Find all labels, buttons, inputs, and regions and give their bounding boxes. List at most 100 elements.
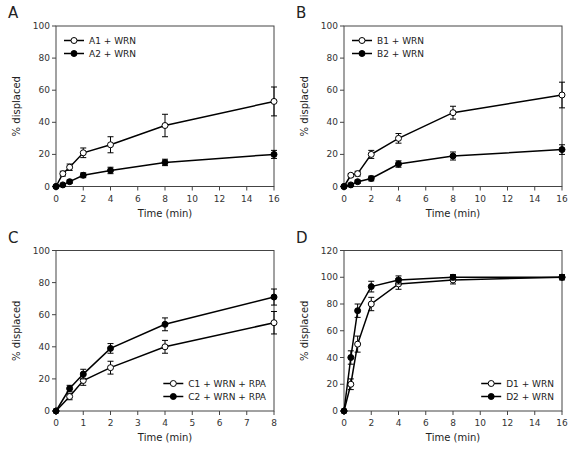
error-bar-cap — [368, 150, 374, 151]
x-tick — [562, 187, 563, 191]
data-point — [341, 408, 347, 414]
legend-marker — [71, 51, 77, 57]
data-point — [348, 381, 354, 387]
panel: A0246810121416020406080100Time (min)% di… — [8, 4, 280, 219]
error-bar-cap — [450, 106, 456, 107]
y-tick — [340, 277, 344, 278]
x-tick — [371, 187, 372, 191]
data-point — [80, 150, 86, 156]
legend-label: A1 + WRN — [89, 36, 136, 46]
data-point — [53, 408, 59, 414]
data-point — [67, 394, 73, 400]
error-bar-cap — [355, 317, 361, 318]
series-line — [344, 277, 562, 411]
y-tick — [340, 357, 344, 358]
data-point — [450, 274, 456, 280]
data-point — [348, 172, 354, 178]
x-tick — [137, 187, 138, 191]
error-bar — [396, 161, 402, 167]
error-bar — [348, 351, 354, 364]
error-bar — [162, 318, 168, 331]
panel-label: C — [8, 229, 18, 247]
x-tick-label: 14 — [529, 194, 541, 204]
x-tick-label: 14 — [529, 418, 541, 428]
y-tick-label: 0 — [332, 406, 338, 416]
plot-frame — [56, 26, 274, 187]
data-point — [162, 321, 168, 327]
data-point — [162, 344, 168, 350]
error-bar — [108, 361, 114, 374]
error-bar-cap — [450, 151, 456, 152]
error-bar-cap — [108, 353, 114, 354]
x-tick-label: 6 — [423, 194, 429, 204]
data-point — [271, 151, 277, 157]
series-line — [344, 277, 562, 411]
x-tick-label: 10 — [475, 418, 487, 428]
y-tick-label: 100 — [321, 272, 338, 282]
y-tick-label: 100 — [33, 246, 50, 256]
data-point — [60, 182, 66, 188]
data-point — [396, 161, 402, 167]
error-bar — [355, 304, 361, 317]
error-bar-cap — [368, 281, 374, 282]
panel: B0246810121416020406080100Time (min)% di… — [296, 4, 568, 219]
error-bar — [368, 150, 374, 158]
x-tick — [219, 187, 220, 191]
error-bar-cap — [80, 147, 86, 148]
legend-item: C2 + WRN + RPA — [163, 392, 267, 402]
x-axis-label: Time (min) — [137, 208, 192, 219]
error-bar — [271, 289, 277, 305]
data-point — [341, 184, 347, 190]
x-tick — [246, 187, 247, 191]
x-tick — [83, 411, 84, 415]
legend-label: D1 + WRN — [506, 379, 554, 389]
error-bar-cap — [162, 353, 168, 354]
y-tick — [340, 154, 344, 155]
error-bar-cap — [80, 369, 86, 370]
error-bar-cap — [396, 143, 402, 144]
x-axis-label: Time (min) — [137, 432, 192, 443]
x-tick-label: 7 — [244, 418, 250, 428]
error-bar — [67, 385, 73, 391]
y-tick-label: 60 — [39, 310, 51, 320]
data-point — [271, 320, 277, 326]
x-tick-label: 4 — [108, 194, 114, 204]
data-point — [162, 159, 168, 165]
data-point — [53, 408, 59, 414]
data-point — [368, 284, 374, 290]
legend-item: A2 + WRN — [64, 49, 136, 59]
error-bar-cap — [108, 136, 114, 137]
x-tick-label: 0 — [341, 418, 347, 428]
error-bar-cap — [271, 311, 277, 312]
x-tick-label: 8 — [162, 194, 168, 204]
x-tick — [480, 411, 481, 415]
y-tick — [52, 26, 56, 27]
y-tick-label: 80 — [39, 278, 51, 288]
x-tick — [453, 187, 454, 191]
y-tick-label: 120 — [321, 246, 338, 256]
legend-label: A2 + WRN — [89, 49, 136, 59]
data-point — [67, 164, 73, 170]
data-point — [53, 184, 59, 190]
y-tick-label: 100 — [33, 21, 50, 31]
data-point — [108, 142, 114, 148]
data-point — [271, 98, 277, 104]
error-bar-cap — [348, 389, 354, 390]
legend: A1 + WRN A2 + WRN — [64, 36, 136, 59]
x-tick — [398, 411, 399, 415]
x-tick — [274, 187, 275, 191]
x-tick — [274, 411, 275, 415]
y-tick-label: 80 — [327, 53, 339, 63]
error-bar-cap — [368, 310, 374, 311]
error-bar-cap — [368, 297, 374, 298]
error-bar-cap — [162, 317, 168, 318]
error-bar-cap — [559, 144, 565, 145]
error-bar — [368, 281, 374, 292]
x-tick — [507, 411, 508, 415]
y-tick-label: 60 — [327, 85, 339, 95]
error-bar — [80, 369, 86, 379]
y-tick-label: 20 — [327, 379, 339, 389]
x-tick-label: 2 — [368, 418, 374, 428]
x-tick — [425, 411, 426, 415]
series-line — [56, 101, 274, 186]
